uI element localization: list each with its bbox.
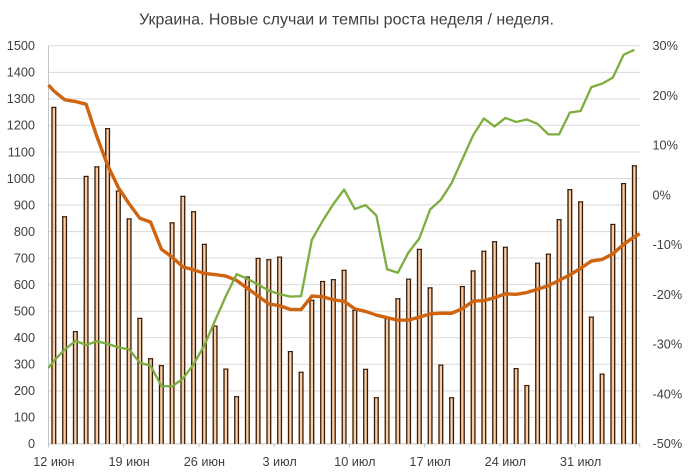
svg-text:-40%: -40% [653,387,683,401]
svg-text:0%: 0% [653,188,671,202]
svg-text:26 июн: 26 июн [184,455,225,469]
svg-text:-20%: -20% [653,288,683,302]
svg-text:-30%: -30% [653,338,683,352]
svg-text:1300: 1300 [7,92,35,106]
svg-text:10%: 10% [653,139,678,153]
svg-text:-50%: -50% [653,437,683,451]
svg-text:500: 500 [14,305,35,319]
svg-text:300: 300 [14,358,35,372]
svg-text:100: 100 [14,411,35,425]
svg-text:-10%: -10% [653,238,683,252]
svg-text:200: 200 [14,384,35,398]
svg-text:20%: 20% [653,89,678,103]
svg-text:400: 400 [14,331,35,345]
svg-text:3 июл: 3 июл [262,455,296,469]
svg-text:1100: 1100 [8,145,35,159]
svg-text:1200: 1200 [7,119,35,133]
svg-text:Украина. Новые случаи и темпы: Украина. Новые случаи и темпы роста неде… [139,12,554,29]
svg-text:12 июн: 12 июн [33,455,74,469]
svg-text:900: 900 [14,198,35,212]
svg-text:30%: 30% [653,39,678,53]
svg-text:1500: 1500 [7,39,35,53]
svg-text:800: 800 [14,225,35,239]
svg-text:24 июл: 24 июл [485,455,526,469]
svg-text:600: 600 [14,278,35,292]
svg-text:31 июл: 31 июл [560,455,601,469]
svg-text:19 июн: 19 июн [108,455,149,469]
svg-text:1000: 1000 [7,172,35,186]
svg-text:0: 0 [28,437,35,451]
svg-text:10 июл: 10 июл [334,455,375,469]
svg-text:700: 700 [14,251,35,265]
svg-text:1400: 1400 [7,66,35,80]
svg-text:17 июл: 17 июл [409,455,450,469]
